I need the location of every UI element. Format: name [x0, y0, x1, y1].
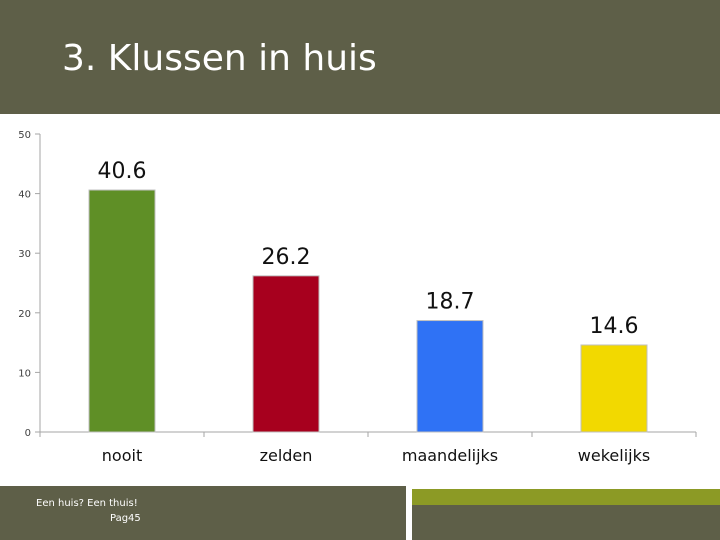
bar-maandelijks [416, 320, 484, 433]
category-label-maandelijks: maandelijks [402, 446, 498, 465]
footer-accent-stripe [412, 489, 720, 505]
chart-bars [88, 189, 648, 433]
footer-bar [0, 486, 406, 540]
data-label-nooit: 40.6 [98, 159, 147, 184]
category-label-nooit: nooit [102, 446, 142, 465]
y-tick-label: 50 [18, 130, 31, 141]
footer-corner-block [412, 505, 720, 540]
y-tick-label: 0 [25, 428, 31, 439]
page-number: Pag45 [110, 513, 141, 524]
chart-labels: 40.6 nooit 26.2 zelden 18.7 maandelijks 14.6 we… [98, 159, 651, 465]
category-label-zelden: zelden [260, 446, 313, 465]
y-tick-label: 10 [18, 368, 31, 379]
y-tick-label: 40 [18, 190, 31, 201]
footer-caption: Een huis? Een thuis! [36, 498, 138, 509]
y-tick-label: 30 [18, 249, 31, 260]
bar-nooit [88, 189, 156, 433]
bar-chart: 0 10 20 30 40 50 40.6 nooit 26.2 zelden 18.7 maand… [18, 130, 697, 465]
bar-zelden [252, 275, 320, 433]
title-bar [0, 0, 720, 114]
data-label-maandelijks: 18.7 [426, 290, 475, 315]
y-tick-label: 20 [18, 309, 31, 320]
category-label-wekelijks: wekelijks [578, 446, 650, 465]
data-label-zelden: 26.2 [262, 245, 311, 270]
slide-title: 3. Klussen in huis [62, 38, 377, 79]
data-label-wekelijks: 14.6 [590, 314, 639, 339]
bar-wekelijks [580, 344, 648, 433]
